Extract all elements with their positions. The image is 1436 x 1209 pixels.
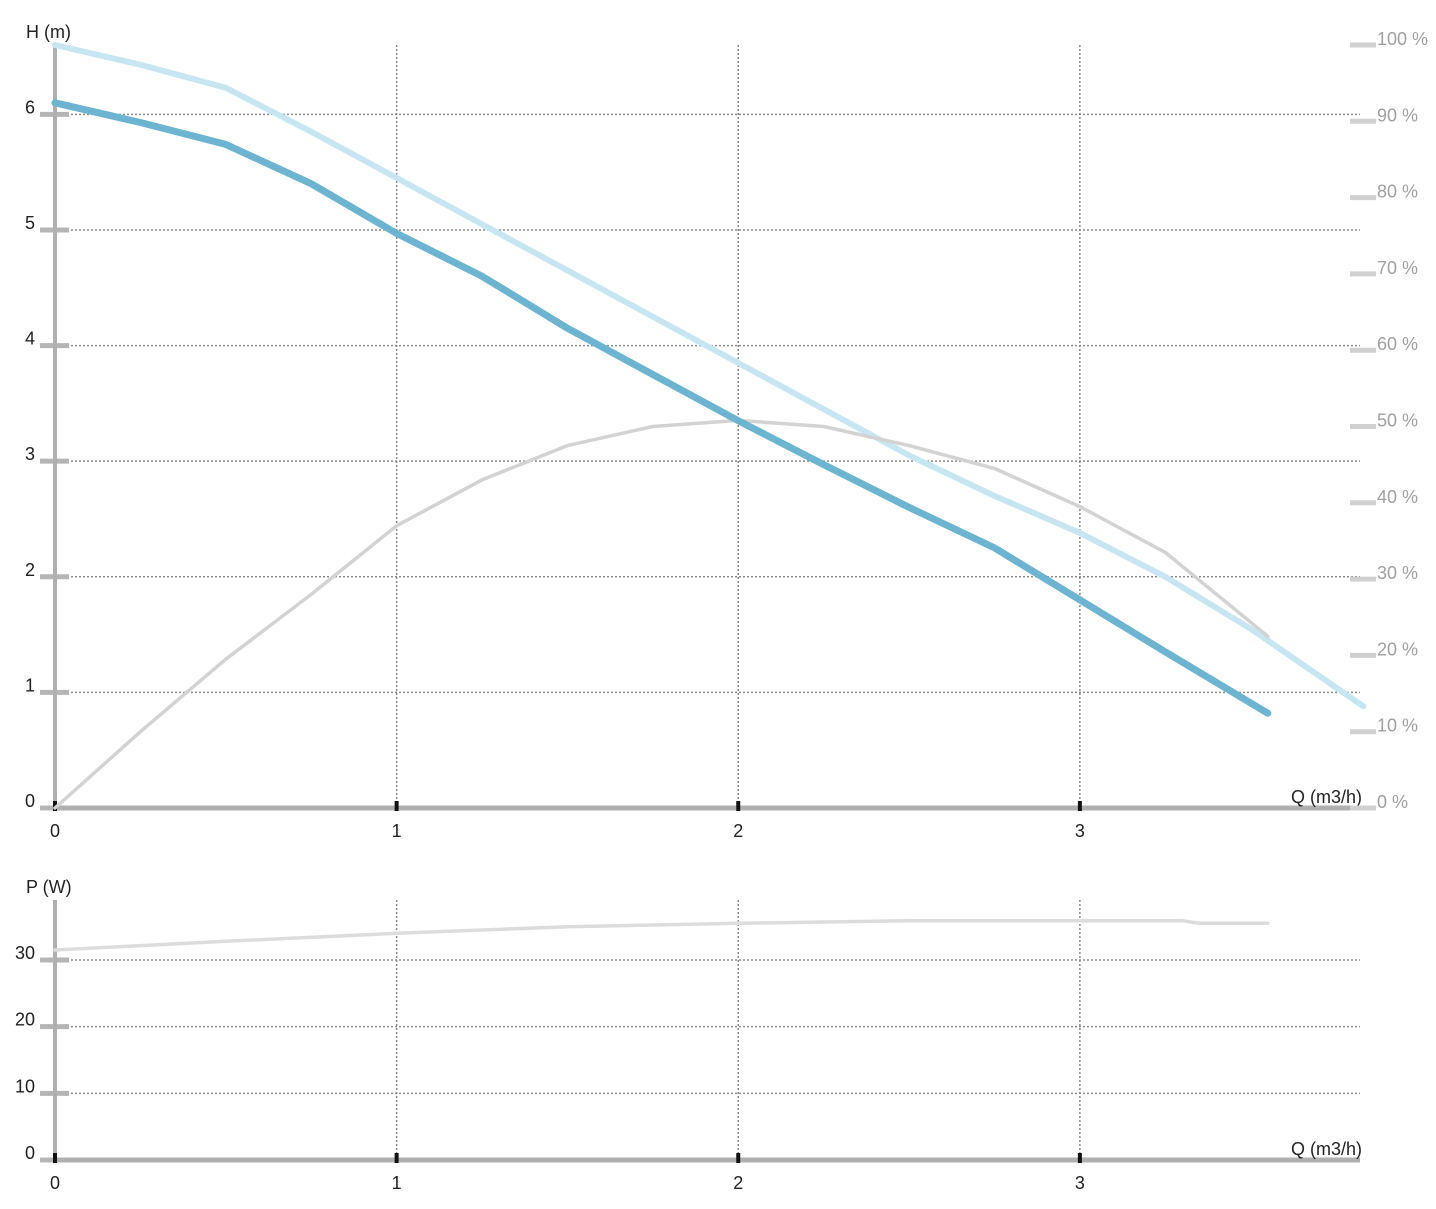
series-line bbox=[53, 918, 1270, 952]
y-tick-label: 5 bbox=[25, 213, 35, 233]
series-line bbox=[52, 42, 1367, 710]
y-tick-label: 6 bbox=[25, 97, 35, 117]
series-line bbox=[53, 418, 1270, 810]
y-tick-label: 1 bbox=[25, 675, 35, 695]
x-tick-label: 1 bbox=[392, 821, 402, 841]
y2-tick-label: 10 % bbox=[1377, 716, 1418, 736]
x-tick-label: 0 bbox=[50, 821, 60, 841]
y2-tick-label: 30 % bbox=[1377, 563, 1418, 583]
y-tick-label: 0 bbox=[25, 791, 35, 811]
x-tick-label: 2 bbox=[733, 1173, 743, 1193]
y-tick-label: 3 bbox=[25, 444, 35, 464]
x-tick-label: 0 bbox=[50, 1173, 60, 1193]
y-tick-label: 10 bbox=[15, 1076, 35, 1096]
y-tick-label: 20 bbox=[15, 1010, 35, 1030]
y-tick-label: 30 bbox=[15, 943, 35, 963]
y-tick-label: 0 bbox=[25, 1143, 35, 1163]
y2-tick-label: 60 % bbox=[1377, 334, 1418, 354]
y-axis-label: P (W) bbox=[26, 877, 72, 897]
y-axis-label: H (m) bbox=[26, 22, 71, 42]
y2-tick-label: 50 % bbox=[1377, 411, 1418, 431]
y2-tick-label: 0 % bbox=[1377, 792, 1408, 812]
x-tick-label: 2 bbox=[733, 821, 743, 841]
x-axis-label: Q (m3/h) bbox=[1291, 1139, 1362, 1159]
y-tick-label: 4 bbox=[25, 329, 35, 349]
x-tick-label: 3 bbox=[1075, 821, 1085, 841]
x-tick-label: 1 bbox=[392, 1173, 402, 1193]
y2-tick-label: 100 % bbox=[1377, 29, 1428, 49]
x-tick-label: 3 bbox=[1075, 1173, 1085, 1193]
y-tick-label: 2 bbox=[25, 560, 35, 580]
x-axis-label: Q (m3/h) bbox=[1291, 787, 1362, 807]
y2-tick-label: 40 % bbox=[1377, 487, 1418, 507]
y2-tick-label: 90 % bbox=[1377, 105, 1418, 125]
y2-tick-label: 20 % bbox=[1377, 639, 1418, 659]
y2-tick-label: 80 % bbox=[1377, 182, 1418, 202]
series-line bbox=[51, 99, 1272, 717]
y2-tick-label: 70 % bbox=[1377, 258, 1418, 278]
